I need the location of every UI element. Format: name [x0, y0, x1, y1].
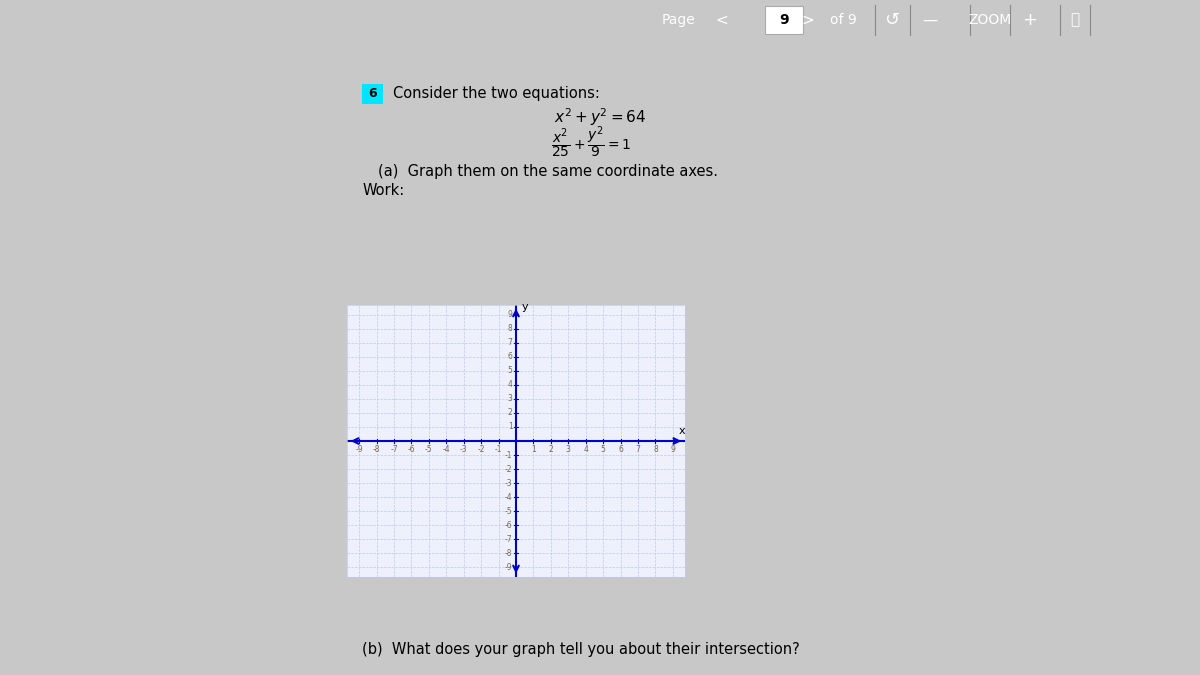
Text: 9: 9 — [671, 446, 676, 454]
FancyBboxPatch shape — [766, 6, 803, 34]
Text: -8: -8 — [373, 446, 380, 454]
FancyBboxPatch shape — [362, 84, 383, 103]
Text: ⤢: ⤢ — [1070, 13, 1080, 28]
Text: 5: 5 — [601, 446, 606, 454]
Text: 5: 5 — [508, 367, 512, 375]
Text: -7: -7 — [505, 535, 512, 543]
Text: -9: -9 — [505, 563, 512, 572]
Text: 2: 2 — [548, 446, 553, 454]
Text: 6: 6 — [618, 446, 623, 454]
Text: 7: 7 — [636, 446, 641, 454]
Text: -1: -1 — [505, 450, 512, 460]
Text: 3: 3 — [508, 394, 512, 404]
Text: 1: 1 — [532, 446, 535, 454]
Text: 6: 6 — [368, 88, 377, 101]
Text: -2: -2 — [478, 446, 485, 454]
Text: -9: -9 — [355, 446, 364, 454]
Text: 6: 6 — [508, 352, 512, 361]
Text: -7: -7 — [390, 446, 398, 454]
Text: —: — — [923, 13, 937, 28]
Text: 1: 1 — [508, 423, 512, 431]
Text: (b)  What does your graph tell you about their intersection?: (b) What does your graph tell you about … — [362, 642, 800, 657]
Text: 3: 3 — [566, 446, 571, 454]
Text: (a)  Graph them on the same coordinate axes.: (a) Graph them on the same coordinate ax… — [378, 164, 718, 179]
Text: -6: -6 — [408, 446, 415, 454]
Text: -3: -3 — [505, 479, 512, 487]
Text: 9: 9 — [508, 310, 512, 319]
Text: Page: Page — [661, 13, 695, 27]
Text: -4: -4 — [505, 493, 512, 502]
Text: Consider the two equations:: Consider the two equations: — [394, 86, 600, 101]
Text: $\dfrac{x^2}{25}+\dfrac{y^2}{9}=1$: $\dfrac{x^2}{25}+\dfrac{y^2}{9}=1$ — [551, 124, 631, 159]
Text: <: < — [715, 13, 728, 28]
Text: -8: -8 — [505, 549, 512, 558]
Text: -2: -2 — [505, 464, 512, 474]
Text: 9: 9 — [779, 13, 788, 27]
Text: 4: 4 — [583, 446, 588, 454]
Text: -1: -1 — [494, 446, 503, 454]
Text: -3: -3 — [460, 446, 468, 454]
Text: >: > — [802, 13, 815, 28]
Text: of 9: of 9 — [829, 13, 857, 27]
Text: -6: -6 — [505, 520, 512, 530]
Text: x: x — [679, 426, 685, 436]
Text: ↺: ↺ — [884, 11, 900, 29]
Text: 8: 8 — [508, 324, 512, 333]
Text: $x^2 + y^2 = 64$: $x^2 + y^2 = 64$ — [554, 107, 647, 128]
Text: ZOOM: ZOOM — [968, 13, 1012, 27]
Text: -5: -5 — [505, 507, 512, 516]
Text: Work:: Work: — [362, 183, 404, 198]
Text: 2: 2 — [508, 408, 512, 417]
Text: 8: 8 — [653, 446, 658, 454]
Text: -5: -5 — [425, 446, 433, 454]
Text: +: + — [1022, 11, 1038, 29]
Text: y: y — [522, 302, 529, 312]
Text: -4: -4 — [443, 446, 450, 454]
Text: 7: 7 — [508, 338, 512, 348]
Text: 4: 4 — [508, 381, 512, 389]
